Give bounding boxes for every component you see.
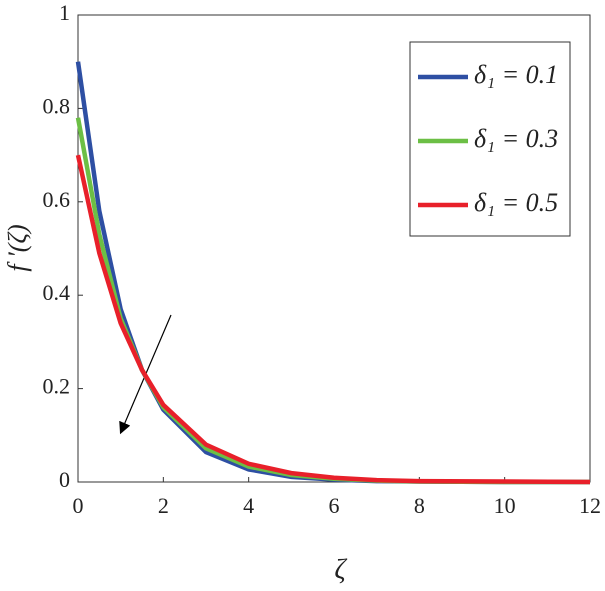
legend-label: δ₁ = 0.3 [474, 124, 558, 153]
y-tick-label: 0.4 [43, 280, 71, 305]
x-tick-label: 4 [243, 493, 254, 518]
x-tick-label: 12 [579, 493, 601, 518]
x-tick-label: 0 [73, 493, 84, 518]
x-tick-label: 8 [414, 493, 425, 518]
legend-label: δ₁ = 0.5 [474, 188, 558, 217]
y-tick-label: 0.8 [43, 93, 71, 118]
y-tick-label: 0 [59, 467, 70, 492]
x-axis-label: ζ [334, 554, 347, 585]
data-line [75, 154, 591, 485]
x-tick-label: 6 [329, 493, 340, 518]
y-tick-label: 1 [59, 0, 70, 25]
legend-label: δ₁ = 0.1 [474, 60, 558, 89]
x-tick-label: 2 [158, 493, 169, 518]
y-axis-label: f ′(ζ) [3, 224, 32, 271]
x-tick-label: 10 [494, 493, 516, 518]
y-tick-label: 0.2 [43, 374, 71, 399]
y-tick-label: 0.6 [43, 187, 71, 212]
